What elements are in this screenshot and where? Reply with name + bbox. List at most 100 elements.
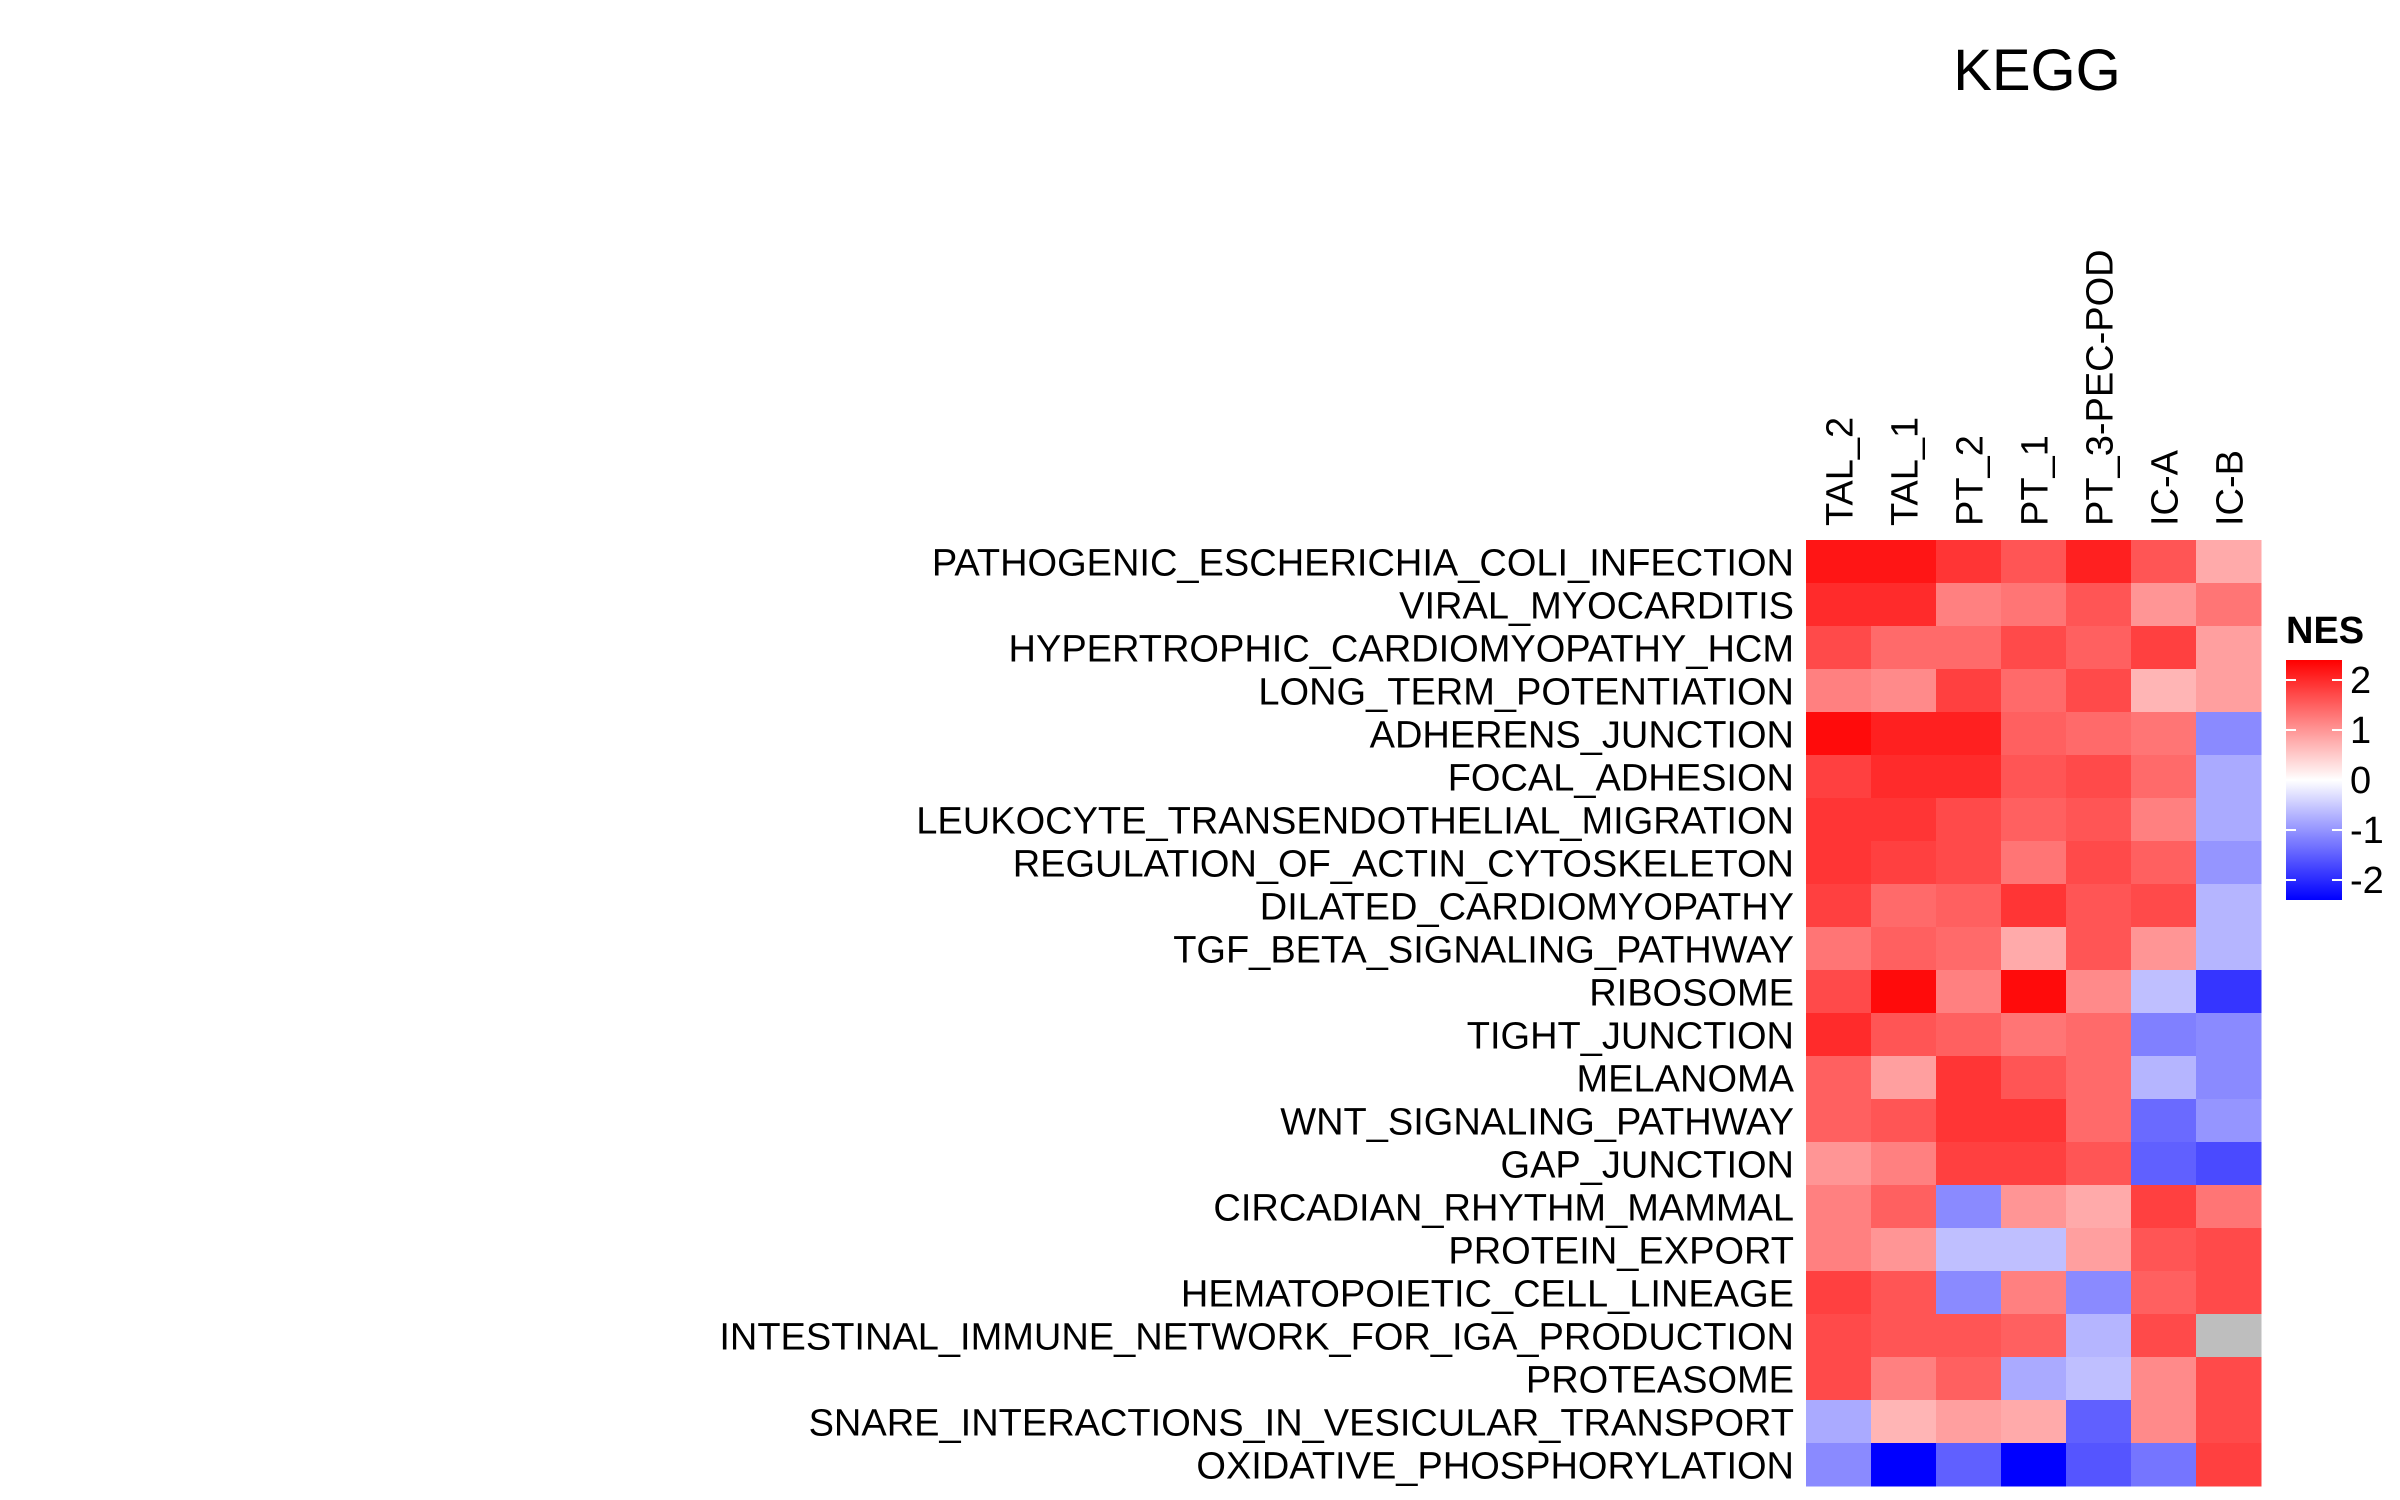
heatmap-cell	[1936, 583, 2002, 627]
heatmap-cell	[1806, 927, 1872, 971]
heatmap-cell	[1936, 1056, 2002, 1100]
heatmap-cell	[1936, 1271, 2002, 1315]
heatmap-cell	[1806, 798, 1872, 842]
heatmap-cell	[2196, 1314, 2262, 1358]
row-label: GAP_JUNCTION	[1501, 1145, 1794, 1187]
heatmap-cell	[2131, 540, 2197, 584]
heatmap-cell	[2066, 798, 2132, 842]
heatmap-cell	[2131, 669, 2197, 713]
legend-tick-label: -1	[2350, 810, 2384, 852]
heatmap-cell	[1806, 1271, 1872, 1315]
heatmap-cell	[1936, 1185, 2002, 1229]
heatmap-cell	[1806, 1056, 1872, 1100]
heatmap-cell	[1871, 1314, 1937, 1358]
heatmap-cell	[2066, 1185, 2132, 1229]
heatmap-cell	[1936, 540, 2002, 584]
heatmap-cell	[1806, 1185, 1872, 1229]
heatmap-cell	[2001, 1099, 2067, 1143]
heatmap-cell	[2066, 1443, 2132, 1487]
row-label: HEMATOPOIETIC_CELL_LINEAGE	[1181, 1274, 1794, 1316]
heatmap-cell	[2001, 970, 2067, 1014]
heatmap-cell	[2066, 540, 2132, 584]
heatmap-cell	[2001, 798, 2067, 842]
heatmap-cell	[2066, 1056, 2132, 1100]
heatmap-cell	[1936, 669, 2002, 713]
heatmap-cell	[2196, 798, 2262, 842]
heatmap-cell	[2131, 1056, 2197, 1100]
row-label: CIRCADIAN_RHYTHM_MAMMAL	[1213, 1188, 1794, 1230]
row-label: MELANOMA	[1577, 1059, 1795, 1101]
color-legend: NES 2 1 0 -1 -2	[2286, 610, 2384, 902]
heatmap-cell	[2001, 669, 2067, 713]
column-label: PT_2	[1950, 435, 1992, 526]
heatmap-cell	[1806, 841, 1872, 885]
heatmap-cell	[1871, 1400, 1937, 1444]
legend-tick-label: 2	[2350, 660, 2371, 702]
heatmap-cell	[2066, 970, 2132, 1014]
heatmap-cell	[2001, 583, 2067, 627]
heatmap-cell	[2001, 1056, 2067, 1100]
heatmap-cell	[2066, 1271, 2132, 1315]
heatmap-cell	[1871, 1443, 1937, 1487]
heatmap-cell	[1806, 626, 1872, 670]
heatmap-cell	[1936, 1013, 2002, 1057]
heatmap-cell	[2196, 1271, 2262, 1315]
row-label: PROTEIN_EXPORT	[1448, 1231, 1794, 1273]
heatmap-cell	[1806, 540, 1872, 584]
heatmap-cell	[2131, 1099, 2197, 1143]
heatmap-cell	[2196, 970, 2262, 1014]
heatmap-cell	[2001, 1314, 2067, 1358]
legend-title: NES	[2286, 610, 2364, 652]
heatmap-cell	[2131, 1271, 2197, 1315]
heatmap-cell	[2066, 1099, 2132, 1143]
heatmap-cell	[2131, 841, 2197, 885]
heatmap-cell	[2066, 1013, 2132, 1057]
row-label: HYPERTROPHIC_CARDIOMYOPATHY_HCM	[1009, 629, 1794, 671]
heatmap-cell	[2131, 1228, 2197, 1272]
row-label: ADHERENS_JUNCTION	[1370, 715, 1794, 757]
heatmap-cell	[1871, 1228, 1937, 1272]
heatmap-cell	[2066, 626, 2132, 670]
heatmap-cell	[2131, 1185, 2197, 1229]
heatmap-cell	[1806, 669, 1872, 713]
heatmap-cell	[2066, 712, 2132, 756]
heatmap-cells	[1806, 540, 2262, 1487]
heatmap-cell	[2001, 1142, 2067, 1186]
row-label: RIBOSOME	[1589, 973, 1794, 1015]
heatmap-cell	[2131, 712, 2197, 756]
heatmap-cell	[2131, 970, 2197, 1014]
column-label: PT_3-PEC-POD	[2080, 249, 2122, 526]
row-label: FOCAL_ADHESION	[1448, 758, 1794, 800]
heatmap-cell	[2196, 841, 2262, 885]
heatmap-cell	[2196, 540, 2262, 584]
heatmap-cell	[1871, 1056, 1937, 1100]
row-label: LEUKOCYTE_TRANSENDOTHELIAL_MIGRATION	[916, 801, 1794, 843]
heatmap-cell	[1936, 1228, 2002, 1272]
heatmap-cell	[2001, 712, 2067, 756]
legend-tick-label: 0	[2350, 760, 2371, 802]
heatmap-cell	[2131, 755, 2197, 799]
heatmap-cell	[1806, 1400, 1872, 1444]
row-label: SNARE_INTERACTIONS_IN_VESICULAR_TRANSPOR…	[809, 1403, 1794, 1445]
row-label: OXIDATIVE_PHOSPHORYLATION	[1196, 1446, 1794, 1488]
heatmap-cell	[1871, 712, 1937, 756]
row-label: WNT_SIGNALING_PATHWAY	[1280, 1102, 1794, 1144]
heatmap-cell	[1806, 1357, 1872, 1401]
heatmap-cell	[1871, 884, 1937, 928]
heatmap-cell	[2131, 798, 2197, 842]
heatmap-cell	[2196, 669, 2262, 713]
heatmap-cell	[1936, 841, 2002, 885]
heatmap-cell	[1806, 1228, 1872, 1272]
heatmap-cell	[1871, 1013, 1937, 1057]
heatmap-cell	[2066, 1228, 2132, 1272]
heatmap-cell	[2066, 669, 2132, 713]
heatmap-cell	[2001, 1185, 2067, 1229]
heatmap-cell	[2196, 755, 2262, 799]
heatmap-cell	[1871, 1185, 1937, 1229]
heatmap-cell	[2196, 1056, 2262, 1100]
heatmap-cell	[1936, 1357, 2002, 1401]
heatmap-cell	[2131, 927, 2197, 971]
heatmap-cell	[2196, 1228, 2262, 1272]
heatmap-cell	[1806, 970, 1872, 1014]
heatmap-cell	[1871, 540, 1937, 584]
